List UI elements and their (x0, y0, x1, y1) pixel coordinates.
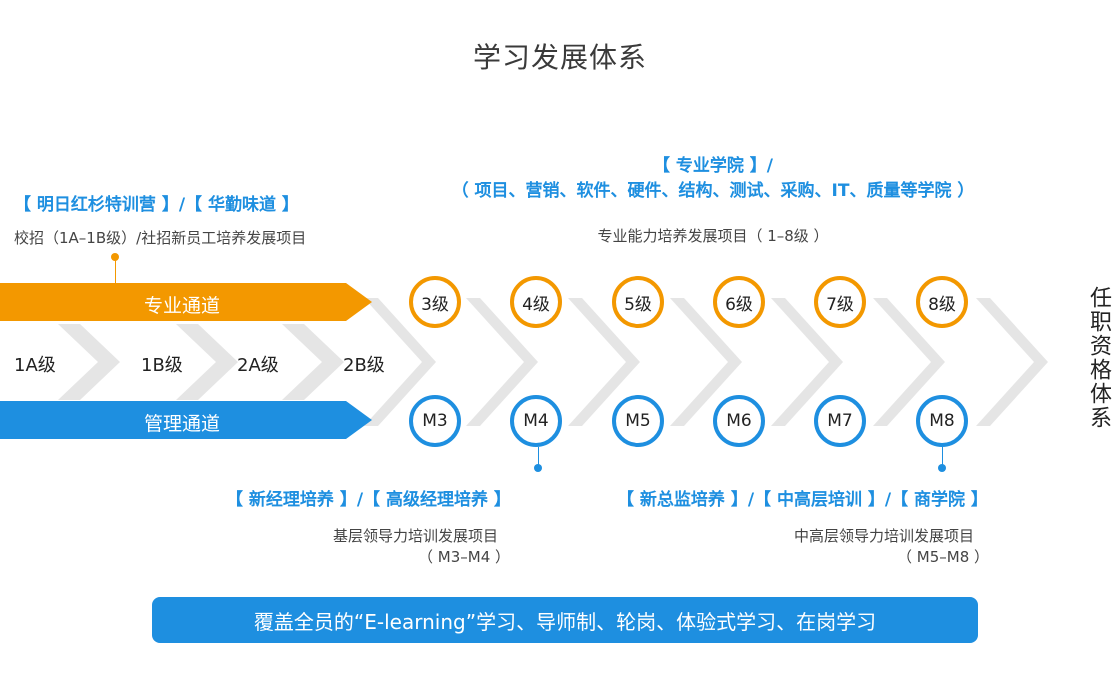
level-1b: 1B级 (141, 355, 183, 376)
qualification-system-label: 任职资格体系 (1086, 286, 1111, 430)
management-level-m8: M8 (916, 395, 968, 447)
chevron-2 (176, 324, 238, 400)
professional-lane-arrow (0, 283, 372, 321)
professional-lane-label: 专业通道 (143, 295, 220, 317)
management-level-m7: M7 (814, 395, 866, 447)
leader-dot-m4 (534, 464, 542, 472)
director-program-range: （ M5–M8 ） (897, 548, 990, 566)
management-lane-arrow (0, 401, 372, 439)
director-program-note: 中高层领导力培训发展项目 (794, 527, 975, 545)
chevron-10 (976, 298, 1048, 426)
professional-level-8: 8级 (916, 276, 968, 328)
professional-level-6: 6级 (713, 276, 765, 328)
level-2a: 2A级 (237, 355, 279, 376)
professional-program-note: 专业能力培养发展项目（ 1–8级 ） (597, 227, 829, 245)
management-level-m5: M5 (612, 395, 664, 447)
management-level-m3: M3 (409, 395, 461, 447)
professional-level-4: 4级 (510, 276, 562, 328)
professional-level-3: 3级 (409, 276, 461, 328)
leader-line-m8 (942, 447, 943, 465)
chevron-3 (282, 324, 344, 400)
manager-program-heading: 【 新经理培养 】/【 高级经理培养 】 (226, 490, 511, 510)
chevron-8 (771, 298, 843, 426)
chevron-5 (466, 298, 538, 426)
management-level-m6: M6 (713, 395, 765, 447)
chevron-4 (364, 298, 436, 426)
leader-line-m4 (538, 447, 539, 465)
chevron-1 (58, 324, 120, 400)
director-program-heading: 【 新总监培养 】/【 中高层培训 】/【 商学院 】 (617, 490, 988, 510)
level-1a: 1A级 (14, 355, 56, 376)
chevron-7 (670, 298, 742, 426)
page-title: 学习发展体系 (472, 41, 647, 74)
academies-list: （ 项目、营销、软件、硬件、结构、测试、采购、IT、质量等学院 ） (451, 181, 975, 201)
professional-academy-heading: 【 专业学院 】/ (652, 156, 774, 176)
leader-dot-top-left (111, 253, 119, 261)
manager-program-range: （ M3–M4 ） (418, 548, 511, 566)
leader-dot-m8 (938, 464, 946, 472)
leader-line-top-left (115, 259, 116, 285)
new-hire-program-note: 校招（1A–1B级）/社招新员工培养发展项目 (14, 229, 307, 247)
new-hire-program-heading: 【 明日红杉特训营 】/【 华勤味道 】 (14, 195, 299, 215)
management-level-m4: M4 (510, 395, 562, 447)
management-lane-label: 管理通道 (143, 413, 220, 435)
level-2b: 2B级 (343, 355, 385, 376)
manager-program-note: 基层领导力培训发展项目 (333, 527, 499, 545)
professional-level-7: 7级 (814, 276, 866, 328)
chevron-9 (873, 298, 945, 426)
professional-level-5: 5级 (612, 276, 664, 328)
learning-methods-banner: 覆盖全员的“E-learning”学习、导师制、轮岗、体验式学习、在岗学习 (152, 597, 978, 643)
chevron-6 (568, 298, 640, 426)
